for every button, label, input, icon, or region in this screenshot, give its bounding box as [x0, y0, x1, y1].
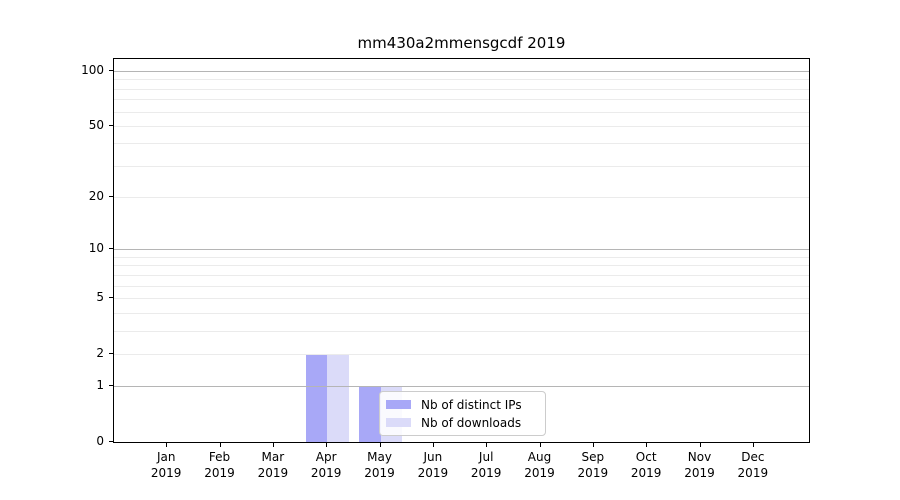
legend-label-ips: Nb of distinct IPs [421, 397, 522, 412]
legend-label-downloads: Nb of downloads [421, 415, 522, 430]
x-tick-Aug [539, 443, 541, 447]
x-tick-label-Dec: Dec 2019 [737, 450, 769, 480]
bar-ips-May [358, 386, 381, 442]
y-tick-label-50: 50 [88, 117, 104, 132]
y-tick-20 [109, 196, 113, 198]
x-tick-Nov [699, 443, 701, 447]
gridline-y-60 [114, 111, 809, 113]
gridline-y-9 [114, 256, 809, 258]
x-tick-Oct [646, 443, 648, 447]
gridline-y-3 [114, 330, 809, 332]
x-tick-Apr [326, 443, 328, 447]
x-tick-Jul [486, 443, 488, 447]
legend: Nb of distinct IPs Nb of downloads [379, 391, 546, 436]
gridline-y-30 [114, 165, 809, 167]
gridline-y-7 [114, 274, 809, 276]
x-tick-label-May: May 2019 [364, 450, 395, 480]
y-tick-10 [109, 248, 113, 250]
gridline-y-20 [114, 197, 809, 199]
legend-swatch-ips [386, 400, 411, 409]
x-tick-Jun [432, 443, 434, 447]
x-tick-label-Mar: Mar 2019 [257, 450, 289, 480]
legend-swatch-downloads [386, 418, 411, 427]
y-tick-label-100: 100 [81, 63, 104, 77]
y-tick-1 [109, 385, 113, 387]
gridline-y-2 [114, 353, 809, 355]
x-tick-label-Jan: Jan 2019 [150, 450, 182, 480]
gridline-y-80 [114, 88, 809, 90]
x-tick-label-Apr: Apr 2019 [310, 450, 342, 480]
legend-entry-ips: Nb of distinct IPs [386, 398, 539, 412]
chart-title: mm430a2mmensgcdf 2019 [357, 34, 566, 52]
gridline-y-10 [114, 249, 809, 251]
y-tick-0 [109, 441, 113, 442]
x-tick-Mar [272, 443, 274, 447]
y-tick-2 [109, 352, 113, 354]
gridline-y-1 [114, 386, 809, 388]
bar-ips-Apr [305, 353, 328, 442]
x-tick-label-Feb: Feb 2019 [204, 450, 235, 480]
y-tick-label-0: 0 [96, 434, 104, 448]
y-tick-50 [109, 124, 113, 126]
x-tick-Jan [166, 443, 168, 447]
grid-layer [114, 59, 809, 442]
gridline-y-6 [114, 285, 809, 287]
plot-area [113, 58, 810, 443]
gridline-y-4 [114, 312, 809, 314]
x-tick-Sep [592, 443, 594, 447]
y-tick-label-5: 5 [96, 289, 104, 304]
y-tick-label-20: 20 [88, 189, 104, 204]
gridline-y-70 [114, 99, 809, 101]
gridline-y-40 [114, 143, 809, 145]
x-tick-label-Oct: Oct 2019 [630, 450, 662, 480]
x-tick-label-Jun: Jun 2019 [417, 450, 449, 480]
gridline-y-100 [114, 71, 809, 72]
x-tick-label-Jul: Jul 2019 [470, 450, 502, 480]
y-tick-5 [109, 296, 113, 298]
x-tick-label-Aug: Aug 2019 [524, 450, 555, 480]
x-tick-label-Nov: Nov 2019 [684, 450, 715, 480]
gridline-y-8 [114, 265, 809, 267]
gridline-y-90 [114, 79, 809, 81]
y-tick-label-10: 10 [88, 241, 104, 256]
x-tick-Feb [219, 443, 221, 447]
legend-entry-downloads: Nb of downloads [386, 416, 539, 430]
x-tick-Dec [752, 443, 754, 447]
bar-downloads-Apr [327, 353, 349, 442]
y-tick-100 [109, 70, 113, 71]
y-tick-label-2: 2 [96, 345, 104, 360]
x-tick-May [379, 443, 381, 447]
gridline-y-50 [114, 125, 809, 127]
x-tick-label-Sep: Sep 2019 [577, 450, 609, 480]
y-tick-label-1: 1 [96, 378, 104, 393]
gridline-y-5 [114, 297, 809, 299]
